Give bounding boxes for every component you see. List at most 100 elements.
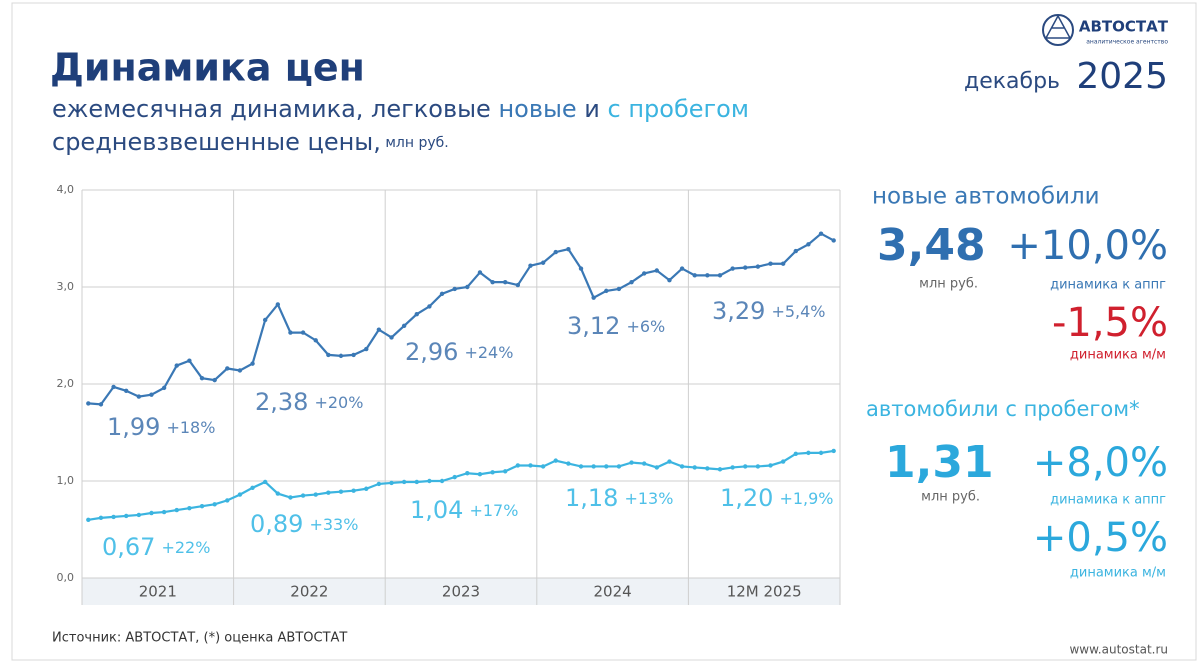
point xyxy=(262,317,268,323)
point xyxy=(149,392,154,397)
point xyxy=(528,463,533,468)
panel-unit: млн руб. xyxy=(921,490,980,505)
point xyxy=(629,460,634,465)
point xyxy=(313,338,318,343)
annotation-value: 0,67 xyxy=(102,533,155,561)
point xyxy=(553,249,558,255)
point xyxy=(578,464,584,469)
point xyxy=(326,352,331,358)
point xyxy=(250,485,255,490)
point xyxy=(540,464,546,469)
point xyxy=(793,451,798,457)
point xyxy=(199,504,205,509)
annotation: 2,96 +24% xyxy=(405,338,513,366)
point xyxy=(427,304,432,309)
annotation-value: 1,99 xyxy=(107,413,160,441)
panel-mom: +0,5% xyxy=(1033,515,1168,561)
point xyxy=(755,264,761,269)
x-band-label: 2021 xyxy=(139,583,177,601)
url: www.autostat.ru xyxy=(1069,643,1168,657)
point xyxy=(136,394,142,399)
point xyxy=(831,238,836,243)
annotation: 1,20 +1,9% xyxy=(720,484,834,512)
point xyxy=(313,492,318,497)
x-band-label: 2022 xyxy=(290,583,328,601)
point xyxy=(351,352,356,358)
point xyxy=(679,266,685,271)
x-band-label: 2023 xyxy=(442,583,480,601)
annotation-change: +13% xyxy=(624,489,673,508)
point xyxy=(755,464,761,469)
point xyxy=(717,273,723,278)
annotation-change: +5,4% xyxy=(771,302,825,321)
logo-icon xyxy=(1044,14,1072,39)
point xyxy=(553,458,558,463)
annotation: 1,99 +18% xyxy=(107,413,215,441)
panel-title: новые автомобили xyxy=(872,184,1100,210)
logo: АВТОСТАТ аналитическое агентство xyxy=(1042,14,1169,46)
point xyxy=(149,510,154,516)
point xyxy=(818,450,824,456)
point xyxy=(540,260,546,265)
annotation: 2,38 +20% xyxy=(255,388,363,416)
point xyxy=(300,493,306,498)
point xyxy=(111,384,116,390)
point xyxy=(199,375,205,381)
point xyxy=(743,464,748,469)
point xyxy=(730,465,735,470)
annotation: 1,04 +17% xyxy=(410,496,518,524)
point xyxy=(806,450,811,456)
plot: 0,0 1,0 2,0 3,0 4,0 2021 2022 2023 2024 12М 2025 1… xyxy=(57,183,841,605)
point xyxy=(705,466,710,471)
source: Источник: АВТОСТАТ, (*) оценка АВТОСТАТ xyxy=(52,631,347,646)
annotation-change: +1,9% xyxy=(779,489,833,508)
point xyxy=(86,401,91,406)
subtitle-part: с пробегом xyxy=(608,95,749,123)
y-tick-label: 2,0 xyxy=(57,377,75,390)
point xyxy=(465,284,470,290)
point xyxy=(389,335,394,340)
point xyxy=(364,346,369,352)
point xyxy=(98,402,104,407)
point xyxy=(629,279,634,285)
annotation-value: 2,38 xyxy=(255,388,308,416)
point xyxy=(414,479,419,485)
annotation-change: +6% xyxy=(626,317,665,336)
point xyxy=(124,388,129,393)
point xyxy=(288,330,293,335)
panel-mom-label: динамика м/м xyxy=(1070,566,1166,581)
point xyxy=(831,448,836,454)
point xyxy=(591,295,596,300)
point xyxy=(161,385,167,391)
x-axis-band xyxy=(82,578,840,605)
point xyxy=(743,265,748,270)
annotation-value: 2,96 xyxy=(405,338,458,366)
point xyxy=(806,242,811,247)
point xyxy=(262,479,268,485)
point xyxy=(401,323,407,328)
panel-mom-label: динамика м/м xyxy=(1070,348,1166,363)
point xyxy=(566,246,571,252)
point xyxy=(86,517,91,522)
point xyxy=(174,363,179,368)
point xyxy=(528,263,533,268)
point xyxy=(654,268,660,273)
point xyxy=(250,361,255,366)
annotation-change: +18% xyxy=(166,418,215,437)
point xyxy=(477,472,483,477)
point xyxy=(414,311,419,317)
point xyxy=(225,498,230,503)
point xyxy=(452,286,457,292)
panel-yoy-label: динамика к аппг xyxy=(1050,278,1166,293)
point xyxy=(515,282,521,288)
point xyxy=(338,353,344,359)
panel-mom: -1,5% xyxy=(1052,300,1168,346)
point xyxy=(818,231,824,236)
point xyxy=(591,464,596,469)
point xyxy=(275,491,281,496)
point xyxy=(300,330,306,335)
point xyxy=(427,478,432,484)
annotation-change: +20% xyxy=(314,393,363,412)
point xyxy=(641,461,647,466)
